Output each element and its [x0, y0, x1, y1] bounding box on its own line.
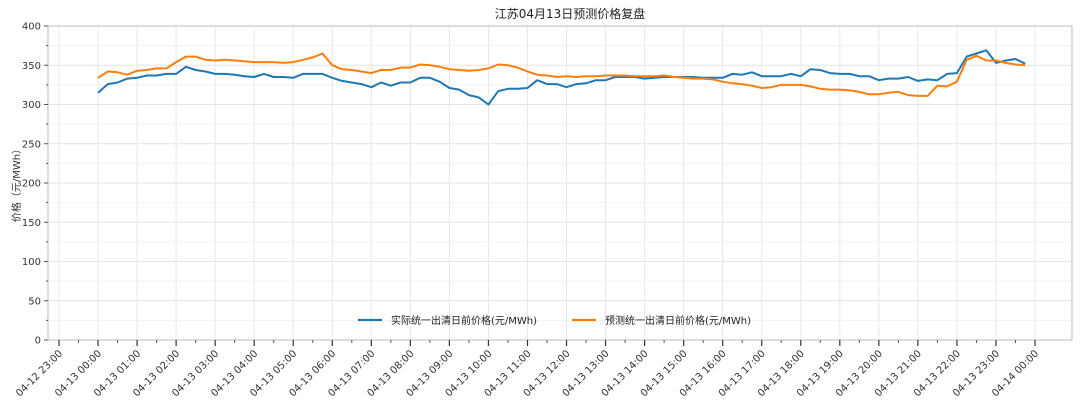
actual-price-line: [97, 49, 1026, 106]
y-tick-label: 100: [22, 257, 41, 268]
y-axis-label: 价格（元/MWh）: [10, 144, 23, 222]
y-axis: 0 50 100 150 200 250 300 350 400: [22, 22, 48, 347]
y-tick-label: 350: [22, 61, 41, 72]
series-lines: [97, 49, 1026, 106]
y-tick-label: 150: [22, 218, 41, 229]
y-tick-label: 300: [22, 100, 41, 111]
y-tick-label: 0: [35, 336, 41, 347]
grid-lines: [48, 25, 1072, 341]
legend-label-actual: 实际统一出清日前价格(元/MWh): [391, 314, 537, 327]
legend-label-forecast: 预测统一出清日前价格(元/MWh): [605, 314, 751, 327]
y-tick-label: 50: [28, 296, 41, 307]
legend: 实际统一出清日前价格(元/MWh) 预测统一出清日前价格(元/MWh): [358, 314, 751, 327]
y-tick-label: 400: [22, 22, 41, 33]
y-tick-label: 200: [22, 179, 41, 190]
y-tick-label: 250: [22, 139, 41, 150]
forecast-price-line: [97, 52, 1026, 97]
chart-title: 江苏04月13日预测价格复盘: [495, 6, 646, 21]
